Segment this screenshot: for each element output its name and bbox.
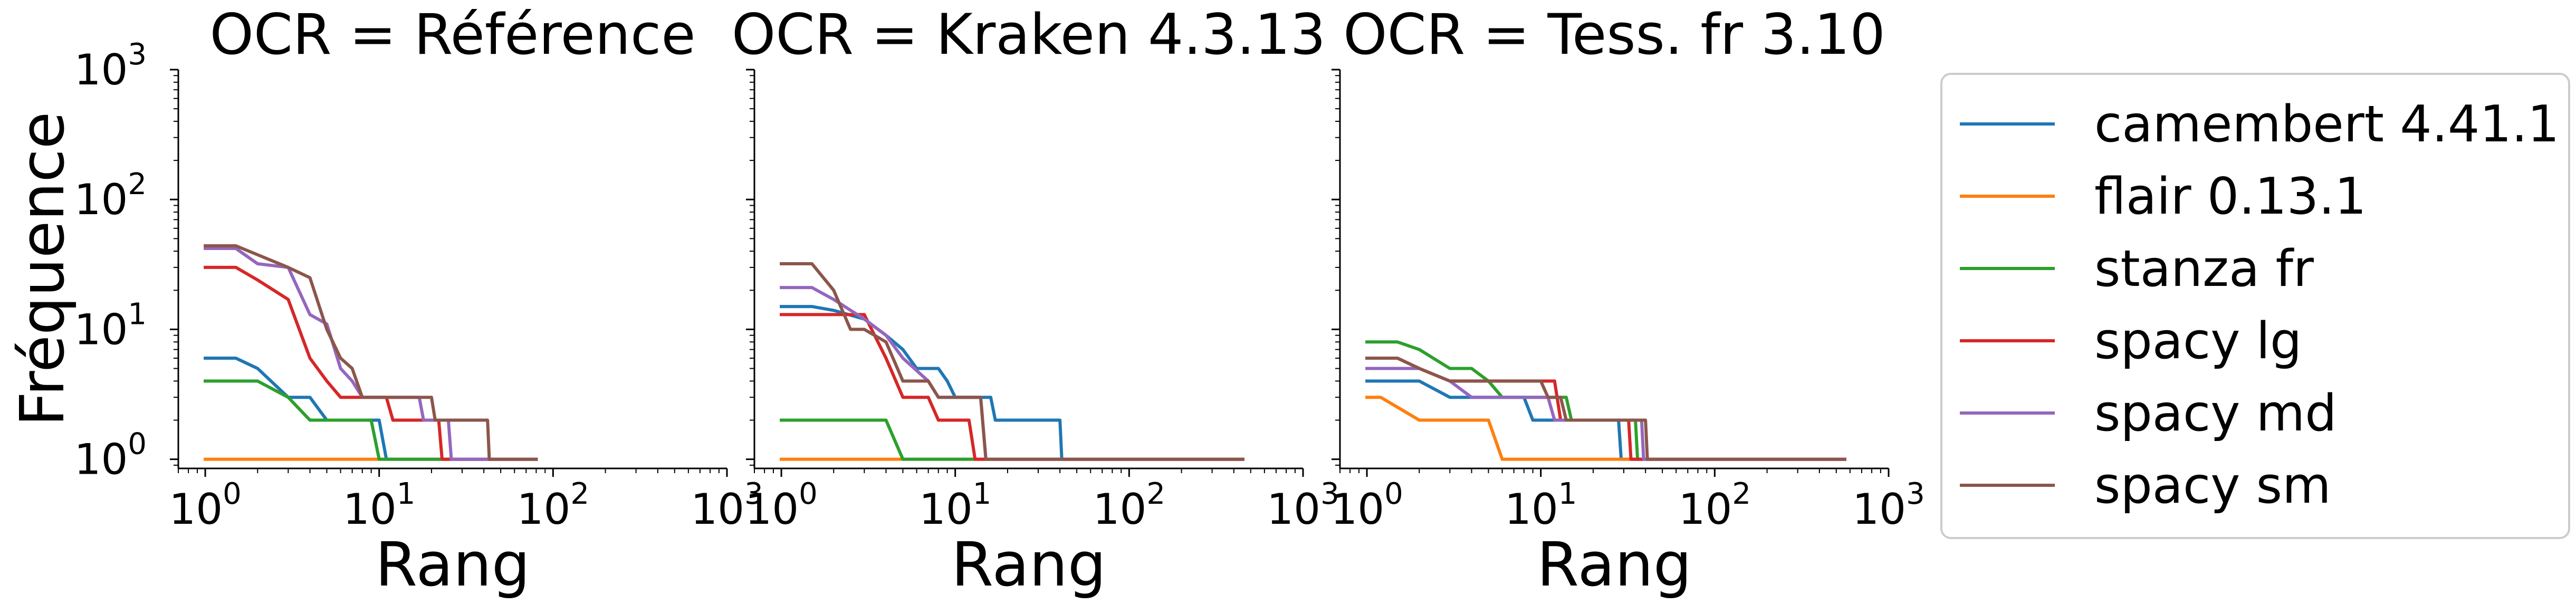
x-axis-label: Rang bbox=[951, 530, 1106, 600]
panel-2: 100 101 102 103 OCR = Kraken 4.3.13 Rang bbox=[732, 2, 1339, 600]
legend-entry: flair 0.13.1 bbox=[1960, 168, 2367, 226]
x-tick-label: 100 bbox=[745, 477, 817, 534]
legend-frame bbox=[1940, 73, 2570, 539]
y-tick-label: 102 bbox=[74, 167, 147, 224]
x-tick-label: 102 bbox=[517, 477, 589, 534]
y-ticks bbox=[1332, 69, 1340, 466]
legend-entry: spacy sm bbox=[1960, 457, 2331, 515]
x-ticks: 100 101 102 103 bbox=[745, 468, 1339, 534]
legend: camembert 4.41.1 flair 0.13.1 stanza fr spa… bbox=[1940, 73, 2570, 539]
series-line-flair-0-13-1 bbox=[1365, 396, 1846, 461]
y-ticks bbox=[746, 69, 754, 466]
panel-title: OCR = Référence bbox=[209, 2, 695, 67]
series-line-spacy-sm bbox=[780, 262, 1244, 461]
legend-label: spacy lg bbox=[2094, 312, 2302, 370]
series-line-spacy-lg bbox=[780, 313, 1244, 461]
y-tick-label: 100 bbox=[74, 427, 147, 484]
legend-entry: stanza fr bbox=[1960, 240, 2314, 298]
x-tick-label: 100 bbox=[169, 477, 241, 534]
legend-label: spacy md bbox=[2094, 385, 2337, 443]
panel-title: OCR = Kraken 4.3.13 bbox=[732, 2, 1326, 67]
panel-3: 100 101 102 103 OCR = Tess. fr 3.10 Rang bbox=[1330, 2, 1924, 600]
panel-title: OCR = Tess. fr 3.10 bbox=[1343, 2, 1885, 67]
x-tick-label: 103 bbox=[1852, 477, 1924, 534]
x-tick-label: 103 bbox=[691, 477, 763, 534]
legend-entry: spacy lg bbox=[1960, 312, 2302, 370]
series-line-spacy-sm bbox=[204, 244, 538, 461]
legend-label: camembert 4.41.1 bbox=[2094, 95, 2559, 154]
legend-label: stanza fr bbox=[2094, 240, 2314, 298]
series-line-stanza-fr bbox=[204, 379, 538, 461]
series-group bbox=[204, 244, 538, 461]
series-line-camembert-4-41-1 bbox=[1365, 379, 1846, 461]
series-line-spacy-lg bbox=[204, 265, 538, 461]
x-tick-label: 100 bbox=[1330, 477, 1403, 534]
y-tick-label: 103 bbox=[74, 37, 147, 94]
x-tick-label: 101 bbox=[343, 477, 415, 534]
series-line-spacy-md bbox=[1365, 367, 1846, 461]
x-tick-label: 102 bbox=[1679, 477, 1751, 534]
series-group bbox=[780, 262, 1244, 461]
series-line-camembert-4-41-1 bbox=[204, 357, 538, 461]
series-line-stanza-fr bbox=[1365, 340, 1846, 461]
series-line-spacy-lg bbox=[1365, 357, 1846, 461]
x-tick-label: 101 bbox=[1505, 477, 1577, 534]
x-ticks: 100 101 102 103 bbox=[1330, 468, 1925, 534]
x-tick-label: 103 bbox=[1267, 477, 1339, 534]
series-group bbox=[1365, 340, 1846, 461]
legend-label: flair 0.13.1 bbox=[2094, 168, 2367, 226]
y-axis-label: Fréquence bbox=[7, 112, 78, 427]
panel-1: 100 101 102 103 100 101 102 103 OCR = Référence R… bbox=[7, 2, 763, 600]
x-axis-label: Rang bbox=[1537, 530, 1692, 600]
legend-entry: camembert 4.41.1 bbox=[1960, 95, 2559, 154]
x-tick-label: 102 bbox=[1093, 477, 1165, 534]
y-tick-label: 101 bbox=[74, 297, 147, 354]
x-ticks: 100 101 102 103 bbox=[169, 468, 763, 534]
legend-label: spacy sm bbox=[2094, 457, 2331, 515]
series-line-stanza-fr bbox=[780, 418, 1244, 461]
x-tick-label: 101 bbox=[919, 477, 991, 534]
series-line-spacy-sm bbox=[1365, 357, 1846, 461]
y-ticks: 100 101 102 103 bbox=[74, 37, 178, 484]
x-axis-label: Rang bbox=[375, 530, 530, 600]
legend-entry: spacy md bbox=[1960, 385, 2337, 443]
